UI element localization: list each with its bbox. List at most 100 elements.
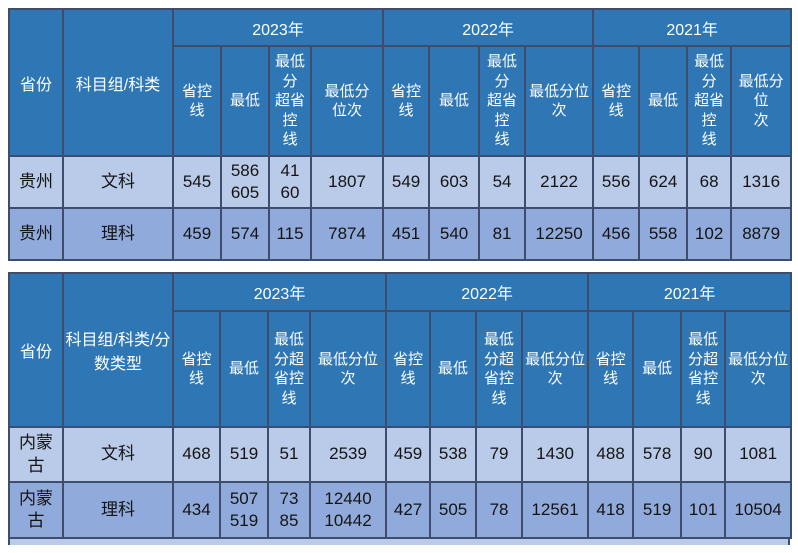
data-cell: 115 — [268, 207, 312, 261]
col-header-minimum: 最低 — [219, 310, 269, 428]
col-header-control-line: 省控线 — [382, 45, 431, 157]
subject-column-header: 科目组/科类 — [62, 8, 174, 157]
year-header-2023: 2023年 — [171, 272, 388, 312]
data-cell: 418 — [587, 481, 635, 539]
data-cell: 586 605 — [220, 155, 270, 209]
subject-cell: 理科 — [62, 207, 174, 261]
data-cell: 488 — [587, 426, 635, 483]
data-cell: 556 — [592, 155, 641, 209]
data-cell: 1081 — [724, 426, 793, 483]
data-cell: 603 — [428, 155, 481, 209]
col-header-min-rank: 最低分位 次 — [524, 45, 595, 157]
table-subheader-row: 省控 线 最低 最低 分超 省控 线 最低分位 次 省控 线 最低 最低 分超 … — [9, 310, 793, 428]
data-cell: 427 — [385, 481, 432, 539]
cutoff-next-row — [8, 539, 790, 545]
data-cell: 12250 — [524, 207, 595, 261]
subject-cell: 文科 — [62, 426, 174, 483]
data-cell: 1430 — [521, 426, 590, 483]
col-header-minimum: 最低 — [638, 45, 689, 157]
neimenggu-score-table: 省份 科目组/科类/分数类型 2023年 2022年 2021年 省控 线 最低… — [8, 272, 793, 539]
table-row: 内蒙古 理科 434 507 519 73 85 12440 10442 427… — [8, 481, 793, 539]
data-cell: 507 519 — [219, 481, 269, 539]
data-cell: 538 — [429, 426, 478, 483]
col-header-minimum: 最低 — [632, 310, 683, 428]
data-cell: 451 — [382, 207, 431, 261]
col-header-control-line: 省控 线 — [172, 310, 221, 428]
data-cell: 7874 — [309, 207, 385, 261]
data-cell: 545 — [172, 155, 222, 209]
subject-cell: 文科 — [62, 155, 174, 209]
col-header-above-control-line: 最低分 超省控 线 — [686, 45, 733, 157]
col-header-minimum: 最低 — [428, 45, 481, 157]
table-row: 贵州 理科 459 574 115 7874 451 540 81 12250 … — [8, 207, 793, 261]
col-header-min-rank: 最低分位 次 — [521, 310, 590, 428]
col-header-min-rank: 最低分位 次 — [308, 310, 388, 428]
data-cell: 1807 — [309, 155, 385, 209]
col-header-above-control-line: 最低 分超 省控 线 — [267, 310, 311, 428]
data-cell: 519 — [632, 481, 683, 539]
data-cell: 434 — [172, 481, 221, 539]
data-cell: 2122 — [524, 155, 595, 209]
col-header-min-rank: 最低分 位次 — [309, 45, 385, 157]
data-cell: 79 — [475, 426, 524, 483]
data-cell: 468 — [172, 426, 221, 483]
col-header-control-line: 省控线 — [592, 45, 641, 157]
col-header-control-line: 省控 线 — [385, 310, 432, 428]
data-cell: 540 — [428, 207, 481, 261]
data-cell: 41 60 — [268, 155, 312, 209]
col-header-min-rank: 最低分位 次 — [730, 45, 793, 157]
year-header-2022: 2022年 — [382, 8, 595, 47]
data-cell: 12561 — [521, 481, 590, 539]
data-cell: 505 — [429, 481, 478, 539]
data-cell: 10504 — [724, 481, 793, 539]
province-cell: 内蒙古 — [8, 481, 64, 539]
col-header-control-line: 省控 线 — [587, 310, 635, 428]
col-header-above-control-line: 最低分 超省控 线 — [478, 45, 527, 157]
col-header-above-control-line: 最低分 超省控 线 — [268, 45, 312, 157]
data-cell: 81 — [478, 207, 527, 261]
data-cell: 8879 — [730, 207, 793, 261]
province-column-header: 省份 — [8, 8, 64, 157]
province-cell: 内蒙古 — [8, 426, 64, 483]
year-header-2023: 2023年 — [171, 8, 385, 47]
data-cell: 459 — [172, 207, 222, 261]
data-cell: 90 — [680, 426, 727, 483]
data-cell: 73 85 — [267, 481, 311, 539]
col-header-control-line: 省控线 — [172, 45, 222, 157]
col-header-minimum: 最低 — [429, 310, 478, 428]
col-header-above-control-line: 最低 分超 省控 线 — [680, 310, 727, 428]
table-row: 内蒙古 文科 468 519 51 2539 459 538 79 1430 4… — [8, 426, 793, 483]
data-cell: 102 — [686, 207, 733, 261]
data-cell: 574 — [220, 207, 270, 261]
data-cell: 68 — [686, 155, 733, 209]
guizhou-score-table: 省份 科目组/科类 2023年 2022年 2021年 省控线 最低 最低分 超… — [8, 8, 793, 261]
data-cell: 101 — [680, 481, 727, 539]
table-header-row: 省份 科目组/科类 2023年 2022年 2021年 — [8, 8, 793, 157]
data-cell: 459 — [385, 426, 432, 483]
province-column-header: 省份 — [8, 272, 64, 428]
data-cell: 2539 — [308, 426, 388, 483]
col-header-minimum: 最低 — [220, 45, 270, 157]
subject-cell: 理科 — [62, 481, 174, 539]
year-header-2022: 2022年 — [385, 272, 590, 312]
data-cell: 519 — [219, 426, 269, 483]
data-cell: 549 — [382, 155, 431, 209]
year-header-2021: 2021年 — [587, 272, 793, 312]
table-header-row: 省份 科目组/科类/分数类型 2023年 2022年 2021年 — [8, 272, 793, 428]
data-cell: 54 — [478, 155, 527, 209]
col-header-above-control-line: 最低 分超 省控 线 — [475, 310, 524, 428]
col-header-min-rank: 最低分位 次 — [724, 310, 793, 428]
table-subheader-row: 省控线 最低 最低分 超省控 线 最低分 位次 省控线 最低 最低分 超省控 线… — [9, 45, 793, 157]
table-gap — [8, 261, 790, 272]
province-cell: 贵州 — [8, 155, 64, 209]
data-cell: 624 — [638, 155, 689, 209]
data-cell: 578 — [632, 426, 683, 483]
table-row: 贵州 文科 545 586 605 41 60 1807 549 603 54 … — [8, 155, 793, 209]
year-header-2021: 2021年 — [592, 8, 793, 47]
subject-column-header: 科目组/科类/分数类型 — [62, 272, 174, 428]
data-cell: 558 — [638, 207, 689, 261]
province-cell: 贵州 — [8, 207, 64, 261]
data-cell: 12440 10442 — [308, 481, 388, 539]
data-cell: 456 — [592, 207, 641, 261]
